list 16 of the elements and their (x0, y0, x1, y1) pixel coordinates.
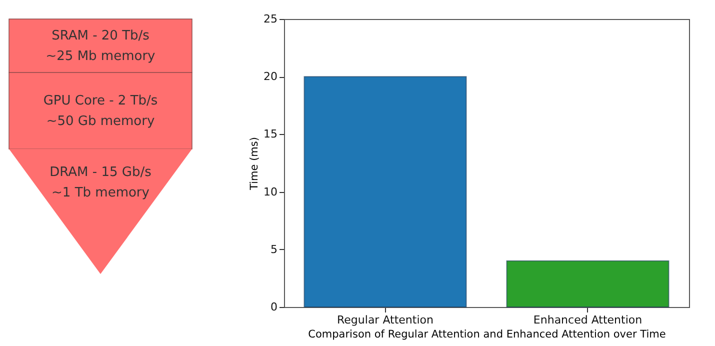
text: ~50 Gb memory (46, 114, 155, 129)
x-tick-label: Regular Attention (337, 314, 434, 326)
x-axis-title: Comparison of Regular Attention and Enhanced Attention over Time (308, 328, 666, 340)
y-tick-label: 25 (264, 12, 278, 26)
y-tick-label: 0 (270, 300, 278, 314)
text: GPU Core - 2 Tb/s (43, 94, 158, 109)
x-tick-label: Enhanced Attention (533, 314, 642, 326)
y-tick-label: 15 (264, 128, 278, 141)
text: ~1 Tb memory (52, 185, 150, 200)
y-tick-label: 10 (264, 185, 278, 198)
text: DRAM - 15 Gb/s (50, 165, 152, 180)
y-tick-label: 5 (270, 242, 278, 256)
y-axis-title: Time (ms) (248, 137, 261, 191)
text: ~25 Mb memory (46, 48, 156, 64)
y-tick-label: 20 (264, 70, 278, 84)
text: SRAM - 20 Tb/s (52, 28, 150, 44)
